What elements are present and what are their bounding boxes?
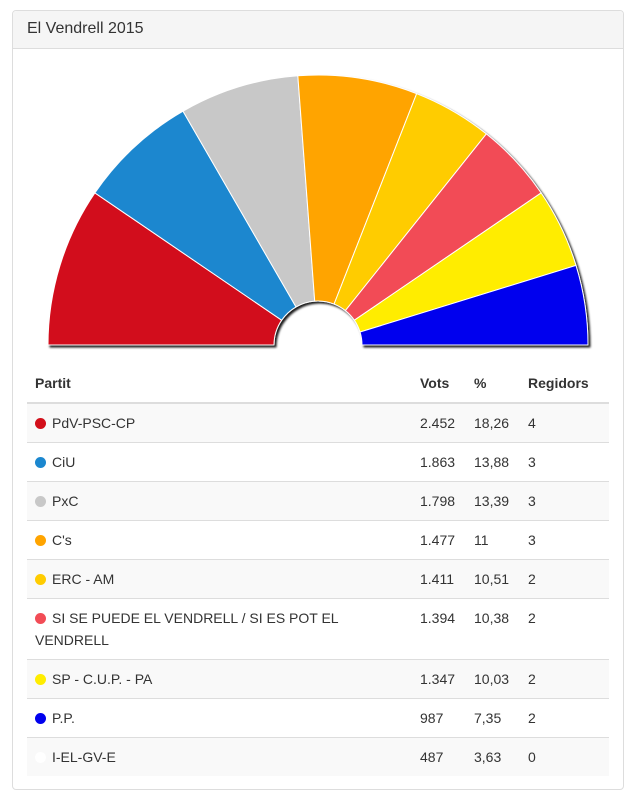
party-name-cell: P.P. bbox=[27, 698, 412, 738]
party-votes: 1.863 bbox=[412, 442, 466, 482]
header-pct: % bbox=[466, 363, 520, 404]
party-color-dot bbox=[35, 496, 46, 507]
party-color-dot bbox=[35, 674, 46, 685]
table-row: SP - C.U.P. - PA 1.347 10,03 2 bbox=[27, 659, 609, 699]
party-pct: 10,38 bbox=[466, 598, 520, 660]
hemicycle-chart bbox=[47, 74, 589, 346]
party-votes: 2.452 bbox=[412, 402, 466, 443]
party-color-dot bbox=[35, 535, 46, 546]
party-name-cell: ERC - AM bbox=[27, 559, 412, 599]
results-panel: El Vendrell 2015 Partit Vots % Regidors … bbox=[12, 10, 624, 790]
table-header-row: Partit Vots % Regidors bbox=[27, 363, 609, 404]
party-name: P.P. bbox=[52, 710, 75, 726]
party-color-dot bbox=[35, 574, 46, 585]
party-seats: 3 bbox=[520, 481, 609, 521]
party-name: SI SE PUEDE EL VENDRELL / SI ES POT EL V… bbox=[35, 610, 339, 648]
party-votes: 1.798 bbox=[412, 481, 466, 521]
party-pct: 11 bbox=[466, 520, 520, 560]
table-row: P.P. 987 7,35 2 bbox=[27, 698, 609, 738]
header-party: Partit bbox=[27, 363, 412, 404]
party-pct: 3,63 bbox=[466, 737, 520, 776]
table-row: CiU 1.863 13,88 3 bbox=[27, 442, 609, 482]
party-pct: 13,39 bbox=[466, 481, 520, 521]
hemicycle-sector bbox=[359, 264, 589, 346]
party-name-cell: SP - C.U.P. - PA bbox=[27, 659, 412, 699]
party-name-cell: SI SE PUEDE EL VENDRELL / SI ES POT EL V… bbox=[27, 598, 412, 660]
party-name: SP - C.U.P. - PA bbox=[52, 671, 153, 687]
party-color-dot bbox=[35, 457, 46, 468]
hemicycle-sector bbox=[182, 75, 316, 308]
header-votes: Vots bbox=[412, 363, 466, 404]
party-seats: 3 bbox=[520, 520, 609, 560]
party-seats: 0 bbox=[520, 737, 609, 776]
party-votes: 1.347 bbox=[412, 659, 466, 699]
party-pct: 13,88 bbox=[466, 442, 520, 482]
table-row: SI SE PUEDE EL VENDRELL / SI ES POT EL V… bbox=[27, 598, 609, 660]
party-name-cell: PdV-PSC-CP bbox=[27, 402, 412, 443]
party-pct: 10,51 bbox=[466, 559, 520, 599]
party-name: PxC bbox=[52, 493, 79, 509]
party-name: CiU bbox=[52, 454, 76, 470]
party-pct: 18,26 bbox=[466, 402, 520, 443]
table-row: I-EL-GV-E 487 3,63 0 bbox=[27, 737, 609, 776]
party-color-dot bbox=[35, 418, 46, 429]
party-votes: 487 bbox=[412, 737, 466, 776]
party-name: ERC - AM bbox=[52, 571, 115, 587]
hemicycle-sector bbox=[47, 192, 283, 346]
party-votes: 1.394 bbox=[412, 598, 466, 660]
table-row: C's 1.477 11 3 bbox=[27, 520, 609, 560]
party-name-cell: C's bbox=[27, 520, 412, 560]
results-table: Partit Vots % Regidors PdV-PSC-CP 2.452 18… bbox=[27, 363, 609, 776]
party-votes: 1.411 bbox=[412, 559, 466, 599]
party-color-dot bbox=[35, 713, 46, 724]
party-name-cell: I-EL-GV-E bbox=[27, 737, 412, 776]
party-name-cell: CiU bbox=[27, 442, 412, 482]
party-votes: 987 bbox=[412, 698, 466, 738]
party-color-dot bbox=[35, 613, 46, 624]
party-pct: 7,35 bbox=[466, 698, 520, 738]
party-name: PdV-PSC-CP bbox=[52, 415, 136, 431]
table-row: PxC 1.798 13,39 3 bbox=[27, 481, 609, 521]
header-seats: Regidors bbox=[520, 363, 609, 404]
party-seats: 3 bbox=[520, 442, 609, 482]
party-seats: 2 bbox=[520, 659, 609, 699]
table-row: PdV-PSC-CP 2.452 18,26 4 bbox=[27, 402, 609, 443]
party-seats: 4 bbox=[520, 402, 609, 443]
party-color-dot bbox=[35, 752, 46, 763]
party-seats: 2 bbox=[520, 698, 609, 738]
table-row: ERC - AM 1.411 10,51 2 bbox=[27, 559, 609, 599]
panel-title: El Vendrell 2015 bbox=[13, 11, 623, 49]
party-seats: 2 bbox=[520, 598, 609, 660]
party-name: I-EL-GV-E bbox=[52, 749, 116, 765]
party-name: C's bbox=[52, 532, 72, 548]
hemicycle-sector bbox=[94, 110, 297, 321]
party-seats: 2 bbox=[520, 559, 609, 599]
seat-chart bbox=[13, 50, 623, 362]
party-votes: 1.477 bbox=[412, 520, 466, 560]
party-pct: 10,03 bbox=[466, 659, 520, 699]
hemicycle-sector bbox=[297, 74, 418, 305]
party-name-cell: PxC bbox=[27, 481, 412, 521]
